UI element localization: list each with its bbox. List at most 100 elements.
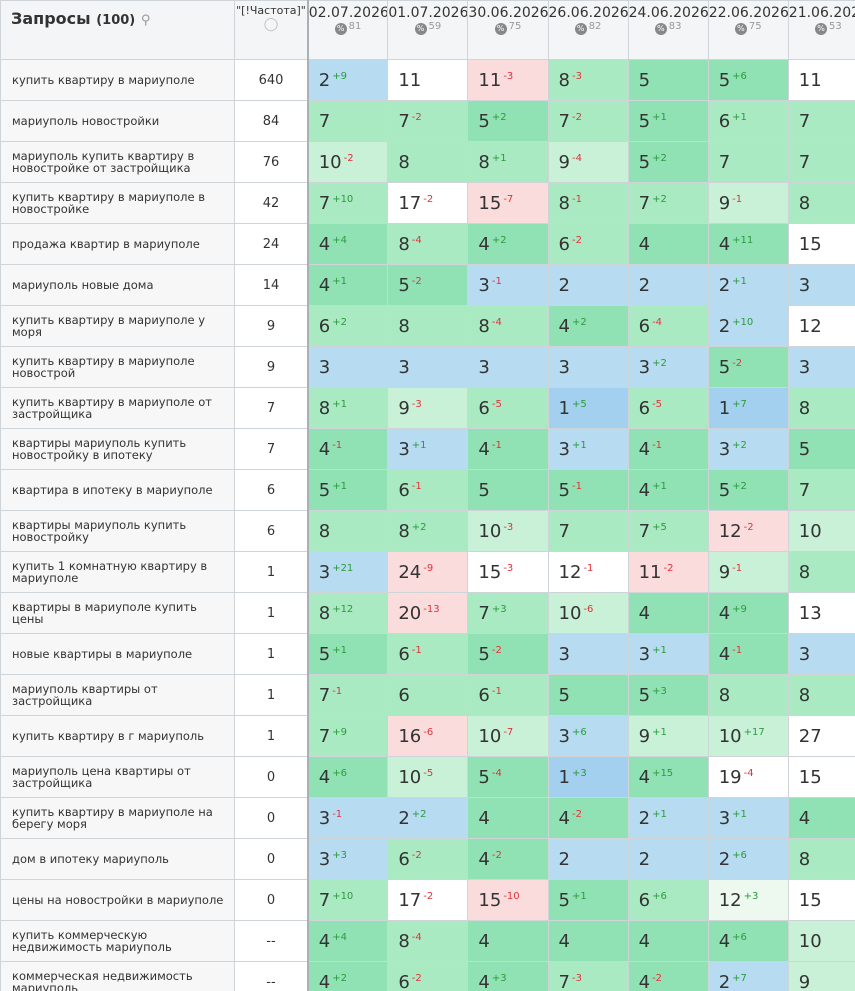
position-cell[interactable]: 2 bbox=[627, 838, 709, 880]
date-header[interactable]: 26.06.2026% 82 bbox=[547, 0, 629, 60]
position-cell[interactable]: 10 -5 bbox=[387, 756, 469, 798]
position-cell[interactable]: 7 bbox=[787, 100, 855, 142]
position-cell[interactable]: 5 +2 bbox=[467, 100, 549, 142]
date-header[interactable]: 22.06.2026% 75 bbox=[707, 0, 789, 60]
position-cell[interactable]: 7 +9 bbox=[307, 715, 389, 757]
position-cell[interactable]: 8 -1 bbox=[547, 182, 629, 224]
position-cell[interactable]: 3 -1 bbox=[467, 264, 549, 306]
position-cell[interactable]: 3 bbox=[307, 346, 389, 388]
freq-header[interactable]: "[!Частота]" ◯ bbox=[234, 0, 309, 60]
position-cell[interactable]: 7 -2 bbox=[387, 100, 469, 142]
position-cell[interactable]: 5 -2 bbox=[467, 633, 549, 675]
position-cell[interactable]: 9 bbox=[787, 961, 855, 991]
position-cell[interactable]: 4 -1 bbox=[467, 428, 549, 470]
position-cell[interactable]: 3 +2 bbox=[707, 428, 789, 470]
position-cell[interactable]: 3 bbox=[387, 346, 469, 388]
position-cell[interactable]: 9 -3 bbox=[387, 387, 469, 429]
position-cell[interactable]: 3 +3 bbox=[307, 838, 389, 880]
position-cell[interactable]: 8 bbox=[787, 674, 855, 716]
position-cell[interactable]: 5 +6 bbox=[707, 59, 789, 101]
position-cell[interactable]: 6 +1 bbox=[707, 100, 789, 142]
position-cell[interactable]: 6 +6 bbox=[627, 879, 709, 921]
position-cell[interactable]: 15 bbox=[787, 756, 855, 798]
position-cell[interactable]: 4 bbox=[467, 797, 549, 839]
date-header[interactable]: 21.06.2026%53 bbox=[787, 0, 855, 60]
position-cell[interactable]: 5 +2 bbox=[627, 141, 709, 183]
position-cell[interactable]: 5 +1 bbox=[307, 469, 389, 511]
position-cell[interactable]: 5 bbox=[787, 428, 855, 470]
position-cell[interactable]: 7 -3 bbox=[547, 961, 629, 991]
position-cell[interactable]: 5 -2 bbox=[387, 264, 469, 306]
date-header[interactable]: 24.06.2026% 83 bbox=[627, 0, 709, 60]
position-cell[interactable]: 17 -2 bbox=[387, 879, 469, 921]
position-cell[interactable]: 8 bbox=[787, 182, 855, 224]
position-cell[interactable]: 7 +10 bbox=[307, 182, 389, 224]
position-cell[interactable]: 4 bbox=[547, 920, 629, 962]
position-cell[interactable]: 8 -4 bbox=[467, 305, 549, 347]
position-cell[interactable]: 6 -2 bbox=[387, 961, 469, 991]
position-cell[interactable]: 6 -1 bbox=[387, 633, 469, 675]
position-cell[interactable]: 8 +2 bbox=[387, 510, 469, 552]
position-cell[interactable]: 4 +2 bbox=[307, 961, 389, 991]
position-cell[interactable]: 3 +21 bbox=[307, 551, 389, 593]
position-cell[interactable]: 3 +1 bbox=[707, 797, 789, 839]
position-cell[interactable]: 8 -3 bbox=[547, 59, 629, 101]
position-cell[interactable]: 7 bbox=[787, 141, 855, 183]
title-cell[interactable]: Запросы (100) ⚲ bbox=[0, 0, 236, 60]
position-cell[interactable]: 6 -5 bbox=[627, 387, 709, 429]
position-cell[interactable]: 3 bbox=[787, 264, 855, 306]
position-cell[interactable]: 5 +2 bbox=[707, 469, 789, 511]
position-cell[interactable]: 6 +2 bbox=[307, 305, 389, 347]
position-cell[interactable]: 20 -13 bbox=[387, 592, 469, 634]
position-cell[interactable]: 4 -1 bbox=[627, 428, 709, 470]
position-cell[interactable]: 2 +1 bbox=[627, 797, 709, 839]
position-cell[interactable]: 8 bbox=[387, 141, 469, 183]
position-cell[interactable]: 2 +1 bbox=[707, 264, 789, 306]
position-cell[interactable]: 4 +2 bbox=[547, 305, 629, 347]
position-cell[interactable]: 4 -2 bbox=[627, 961, 709, 991]
position-cell[interactable]: 3 bbox=[547, 346, 629, 388]
position-cell[interactable]: 4 -1 bbox=[307, 428, 389, 470]
position-cell[interactable]: 5 +1 bbox=[307, 633, 389, 675]
position-cell[interactable]: 2 +10 bbox=[707, 305, 789, 347]
position-cell[interactable]: 5 -4 bbox=[467, 756, 549, 798]
position-cell[interactable]: 3 bbox=[787, 346, 855, 388]
position-cell[interactable]: 2 +2 bbox=[387, 797, 469, 839]
position-cell[interactable]: 10 +17 bbox=[707, 715, 789, 757]
position-cell[interactable]: 8 bbox=[787, 387, 855, 429]
position-cell[interactable]: 11 bbox=[787, 59, 855, 101]
position-cell[interactable]: 4 -2 bbox=[467, 838, 549, 880]
position-cell[interactable]: 8 bbox=[387, 305, 469, 347]
position-cell[interactable]: 10 -6 bbox=[547, 592, 629, 634]
position-cell[interactable]: 6 -2 bbox=[387, 838, 469, 880]
position-cell[interactable]: 8 +1 bbox=[467, 141, 549, 183]
position-cell[interactable]: 7 +5 bbox=[627, 510, 709, 552]
position-cell[interactable]: 7 bbox=[547, 510, 629, 552]
position-cell[interactable]: 8 bbox=[307, 510, 389, 552]
position-cell[interactable]: 4 -2 bbox=[547, 797, 629, 839]
position-cell[interactable]: 5 -2 bbox=[707, 346, 789, 388]
position-cell[interactable]: 15 bbox=[787, 879, 855, 921]
position-cell[interactable]: 7 -2 bbox=[547, 100, 629, 142]
position-cell[interactable]: 9 +1 bbox=[627, 715, 709, 757]
position-cell[interactable]: 19 -4 bbox=[707, 756, 789, 798]
position-cell[interactable]: 4 bbox=[627, 592, 709, 634]
position-cell[interactable]: 8 +12 bbox=[307, 592, 389, 634]
position-cell[interactable]: 12 bbox=[787, 305, 855, 347]
position-cell[interactable]: 6 -5 bbox=[467, 387, 549, 429]
position-cell[interactable]: 2 +9 bbox=[307, 59, 389, 101]
position-cell[interactable]: 5 +1 bbox=[547, 879, 629, 921]
position-cell[interactable]: 5 bbox=[627, 59, 709, 101]
position-cell[interactable]: 7 bbox=[707, 141, 789, 183]
position-cell[interactable]: 4 +2 bbox=[467, 223, 549, 265]
position-cell[interactable]: 15 -7 bbox=[467, 182, 549, 224]
position-cell[interactable]: 16 -6 bbox=[387, 715, 469, 757]
position-cell[interactable]: 8 bbox=[787, 551, 855, 593]
position-cell[interactable]: 4 +6 bbox=[707, 920, 789, 962]
position-cell[interactable]: 10 bbox=[787, 920, 855, 962]
position-cell[interactable]: 12 +3 bbox=[707, 879, 789, 921]
position-cell[interactable]: 3 +2 bbox=[627, 346, 709, 388]
position-cell[interactable]: 7 +2 bbox=[627, 182, 709, 224]
position-cell[interactable]: 15 -3 bbox=[467, 551, 549, 593]
position-cell[interactable]: 4 +3 bbox=[467, 961, 549, 991]
